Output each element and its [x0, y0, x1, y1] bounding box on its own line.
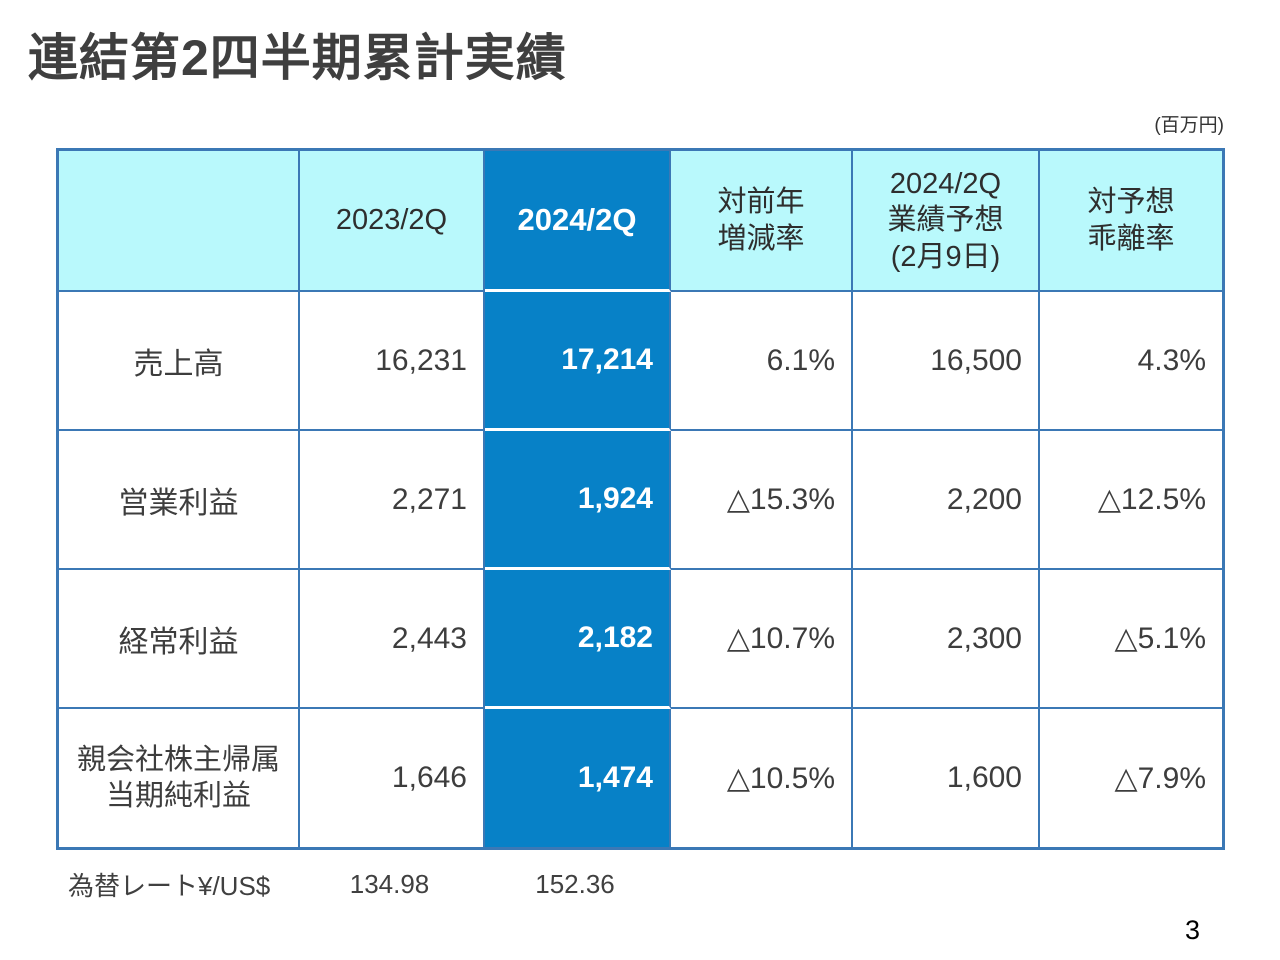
header-vs-forecast: 対予想 乖離率: [1040, 151, 1222, 292]
cell-net-income-forecast: 1,600: [853, 709, 1040, 847]
header-yoy: 対前年 増減率: [671, 151, 853, 292]
cell-ordinary-income-fy2023: 2,443: [300, 570, 485, 709]
cell-ordinary-income-label: 経常利益: [59, 570, 300, 709]
cell-operating-income-forecast: 2,200: [853, 431, 1040, 570]
cell-operating-income-fy2024: 1,924: [485, 431, 671, 570]
cell-net-sales-forecast: 16,500: [853, 292, 1040, 431]
cell-net-sales-label: 売上高: [59, 292, 300, 431]
page-number: 3: [1184, 915, 1200, 945]
page-title: 連結第2四半期累計実績: [28, 30, 567, 86]
cell-operating-income-label: 営業利益: [59, 431, 300, 570]
cell-net-income-fy2024: 1,474: [485, 709, 671, 847]
fx-rate-row: 為替レート¥/US$ 134.98 152.36: [56, 866, 1225, 903]
unit-note: (百万円): [1154, 115, 1224, 136]
cell-net-income-label: 親会社株主帰属 当期純利益: [59, 709, 300, 847]
cell-operating-income-vs-forecast: △12.5%: [1040, 431, 1222, 570]
header-fy2023: 2023/2Q: [300, 151, 485, 292]
fx-rate-fy2023: 134.98: [349, 869, 430, 899]
cell-net-income-vs-forecast: △7.9%: [1040, 709, 1222, 847]
header-fy2024: 2024/2Q: [485, 151, 671, 292]
cell-operating-income-yoy: △15.3%: [671, 431, 853, 570]
cell-ordinary-income-fy2024: 2,182: [485, 570, 671, 709]
cell-ordinary-income-forecast: 2,300: [853, 570, 1040, 709]
cell-operating-income-fy2023: 2,271: [300, 431, 485, 570]
header-forecast: 2024/2Q 業績予想 (2月9日): [853, 151, 1040, 292]
cell-net-income-yoy: △10.5%: [671, 709, 853, 847]
cell-net-sales-vs-forecast: 4.3%: [1040, 292, 1222, 431]
cell-net-sales-fy2023: 16,231: [300, 292, 485, 431]
cell-net-sales-fy2024: 17,214: [485, 292, 671, 431]
fx-rate-fy2024: 152.36: [535, 869, 615, 899]
cell-ordinary-income-vs-forecast: △5.1%: [1040, 570, 1222, 709]
header-item: [59, 151, 300, 292]
cell-net-income-fy2023: 1,646: [300, 709, 485, 847]
cell-net-sales-yoy: 6.1%: [671, 292, 853, 431]
fx-rate-label: 為替レート¥/US$: [68, 871, 271, 901]
results-table: 2023/2Q 2024/2Q 対前年 増減率 2024/2Q 業績予想 (2月…: [56, 148, 1225, 850]
cell-ordinary-income-yoy: △10.7%: [671, 570, 853, 709]
